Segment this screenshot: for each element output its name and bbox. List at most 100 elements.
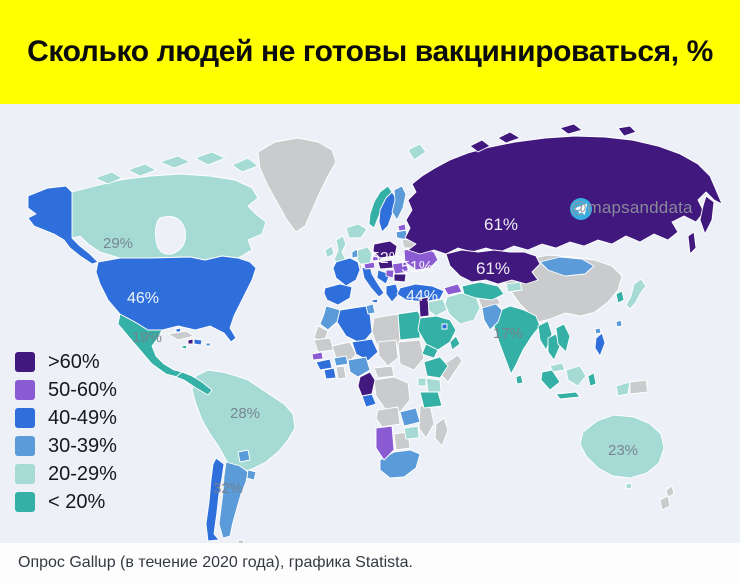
legend-label: >60% [48, 351, 100, 373]
countries-20-29 [71, 143, 665, 490]
country-ireland [324, 245, 335, 259]
country-nigeria [347, 356, 371, 378]
legend-label: 40-49% [48, 407, 117, 429]
footer: Опрос Gallup (в течение 2020 года), граф… [0, 543, 740, 583]
map-label-india: 17% [493, 325, 523, 342]
country-sulawesi [587, 372, 597, 387]
map-label-usa: 46% [127, 290, 159, 307]
legend-swatch-20-29 [15, 464, 35, 484]
country-cameroon [357, 371, 376, 397]
legend: >60% 50-60% 40-49% 30-39% 20-29% < 20% [15, 352, 117, 512]
country-kuwait [441, 323, 448, 330]
hudson-bay [155, 216, 186, 255]
country-car [373, 365, 395, 379]
country-madagascar [434, 417, 449, 447]
arctic-island-ru [559, 123, 583, 135]
arctic-island-ru [469, 139, 491, 153]
country-usa [95, 255, 257, 343]
country-russia [404, 135, 723, 255]
map-label-kazakhstan: 61% [476, 259, 510, 278]
country-hainan [594, 327, 602, 335]
legend-swatch-under-20 [15, 492, 35, 512]
country-sri-lanka [515, 374, 524, 385]
country-morocco [319, 305, 341, 331]
source-note: Опрос Gallup (в течение 2020 года), граф… [18, 554, 413, 571]
country-ivory-coast [323, 367, 337, 380]
legend-swatch-50-60 [15, 380, 35, 400]
country-iceland [345, 223, 368, 239]
country-sudan [397, 339, 425, 371]
watermark-handle[interactable]: @mapsanddata [570, 198, 693, 217]
country-cuba [167, 330, 195, 341]
country-mongolia [539, 256, 595, 277]
region-sakhalin [687, 231, 697, 255]
country-benelux [351, 248, 359, 259]
country-france [332, 257, 361, 287]
country-sicily [371, 298, 379, 304]
country-serbia [385, 269, 395, 279]
country-guinea [315, 358, 333, 371]
country-svalbard [407, 143, 427, 161]
country-java [555, 391, 581, 400]
country-india [493, 305, 541, 375]
country-borneo [565, 365, 587, 387]
country-niger [351, 338, 379, 362]
country-new-zealand-north [665, 485, 675, 498]
country-new-zealand-south [659, 495, 671, 511]
legend-row-over-60: >60% [15, 352, 117, 372]
country-yemen [421, 343, 439, 359]
country-ethiopia [423, 356, 449, 379]
country-poland [372, 240, 398, 259]
map-label-turkey: 44% [406, 288, 438, 305]
country-ghana [335, 365, 347, 380]
country-senegal [311, 351, 324, 361]
country-burkina [333, 355, 349, 367]
map-label-ukraine: 51% [401, 259, 433, 276]
arctic-island-ru [617, 125, 637, 137]
map-label-australia: 23% [608, 442, 638, 459]
country-oman [449, 335, 461, 351]
region-central-asia [461, 281, 505, 301]
legend-label: 50-60% [48, 379, 117, 401]
region-central-america [175, 371, 213, 396]
country-germany [355, 246, 373, 265]
region-south-america [191, 369, 296, 479]
world-map: 29% 46% 19% 28% 32% 52%51% 44% 61% 61% 17% 23% [27, 123, 723, 543]
country-paraguay [237, 449, 251, 463]
country-drc [373, 376, 411, 413]
country-egypt [397, 310, 421, 341]
country-chile [205, 457, 225, 542]
country-japan [625, 278, 647, 310]
legend-label: 20-29% [48, 463, 117, 485]
country-taiwan [615, 319, 623, 328]
legend-label: 30-39% [48, 435, 117, 457]
country-kyrgyzstan [505, 281, 523, 293]
country-south-korea [615, 290, 625, 304]
country-greece [385, 283, 400, 303]
region-caucasus [443, 283, 463, 296]
watermark[interactable]: @mapsanddata [570, 198, 693, 220]
arctic-island [231, 157, 259, 173]
countries-over-60 [187, 123, 723, 397]
countries-30-39 [205, 185, 623, 539]
country-falklands [237, 539, 245, 543]
telegram-icon [570, 198, 592, 220]
country-bulgaria [393, 273, 407, 283]
arctic-island-ru [497, 131, 521, 144]
arctic-island [194, 151, 226, 166]
region-alaska [27, 185, 99, 265]
country-uganda [417, 377, 427, 387]
country-uruguay [246, 469, 257, 481]
map-label-canada: 29% [103, 235, 133, 252]
country-mozambique [418, 403, 435, 439]
country-tunisia [365, 303, 376, 315]
country-sumatra [540, 369, 561, 391]
country-pakistan [481, 303, 503, 331]
map-label-mexico: 19% [132, 329, 162, 346]
country-png-east [629, 379, 649, 395]
country-greenland [257, 137, 337, 233]
title-banner: Сколько людей не готовы вакцинироваться,… [0, 0, 740, 104]
map-label-russia: 61% [484, 215, 518, 234]
legend-swatch-40-49 [15, 408, 35, 428]
